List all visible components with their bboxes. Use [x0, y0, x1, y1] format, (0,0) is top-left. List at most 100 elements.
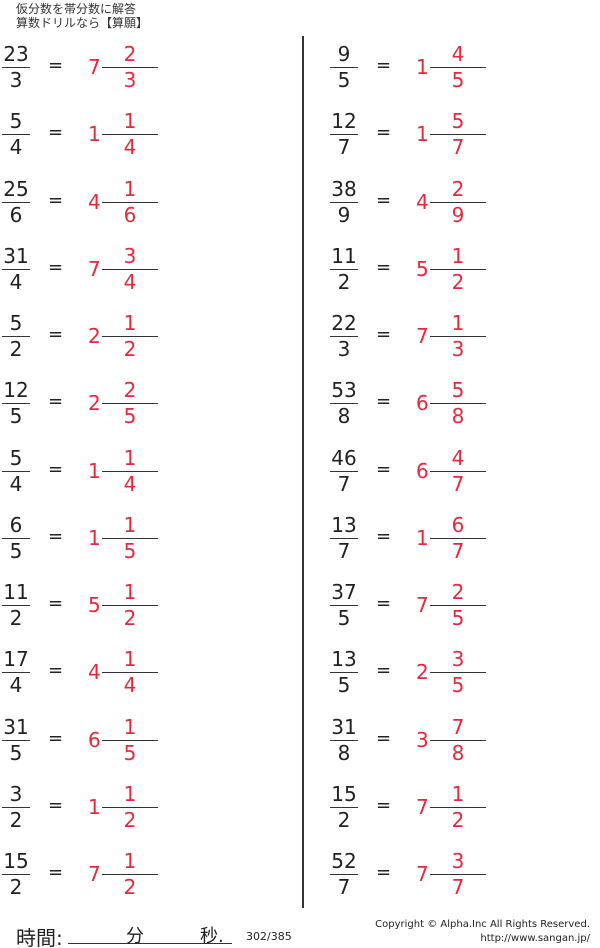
problem-row: 38 9 = 4 2 9: [330, 178, 530, 262]
answer-numerator: 1: [123, 715, 137, 739]
answer-whole: 1: [416, 55, 429, 79]
fraction-bar: [430, 672, 486, 673]
answer-numerator: 1: [451, 782, 465, 806]
equals-sign: =: [376, 660, 392, 681]
problem-row: 13 5 = 2 3 5: [330, 648, 530, 732]
answer-denominator: 5: [123, 539, 137, 563]
answer-whole: 1: [88, 795, 101, 819]
fraction-bar: [2, 672, 30, 673]
problem-row: 5 4 = 1 1 4: [2, 447, 202, 531]
equals-sign: =: [376, 257, 392, 278]
numerator: 23: [3, 42, 29, 66]
problem-row: 23 3 = 7 2 3: [2, 43, 202, 127]
answer-denominator: 3: [451, 337, 465, 361]
answer-whole: 2: [88, 324, 101, 348]
answer-whole: 6: [88, 728, 101, 752]
denominator: 7: [337, 539, 351, 563]
answer-whole: 7: [416, 324, 429, 348]
site-url: http://www.sangan.jp/: [480, 933, 590, 944]
numerator: 5: [9, 311, 23, 335]
answer-denominator: 7: [451, 539, 465, 563]
answer-whole: 1: [416, 122, 429, 146]
answer-numerator: 1: [123, 446, 137, 470]
numerator: 15: [3, 849, 29, 873]
fraction-bar: [330, 67, 358, 68]
answer-denominator: 5: [451, 68, 465, 92]
fraction-bar: [330, 605, 358, 606]
answer-numerator: 6: [451, 513, 465, 537]
numerator: 11: [331, 244, 357, 268]
numerator: 31: [331, 715, 357, 739]
problem-row: 15 2 = 7 1 2: [330, 783, 530, 867]
answer-numerator: 3: [123, 244, 137, 268]
answer-denominator: 4: [123, 135, 137, 159]
denominator: 2: [337, 270, 351, 294]
time-underline: [68, 943, 232, 944]
answer-denominator: 7: [451, 135, 465, 159]
fraction-bar: [330, 403, 358, 404]
equals-sign: =: [376, 190, 392, 211]
numerator: 13: [331, 513, 357, 537]
numerator: 17: [3, 647, 29, 671]
denominator: 5: [337, 673, 351, 697]
fraction-bar: [330, 134, 358, 135]
problem-row: 17 4 = 4 1 4: [2, 648, 202, 732]
problem-row: 31 8 = 3 7 8: [330, 716, 530, 800]
equals-sign: =: [48, 391, 64, 412]
numerator: 38: [331, 177, 357, 201]
minutes-label: 分: [126, 926, 144, 947]
problem-row: 52 7 = 7 3 7: [330, 850, 530, 934]
fraction-bar: [2, 605, 30, 606]
answer-denominator: 2: [451, 270, 465, 294]
equals-sign: =: [376, 593, 392, 614]
numerator: 37: [331, 580, 357, 604]
fraction-bar: [330, 269, 358, 270]
answer-whole: 3: [416, 728, 429, 752]
denominator: 5: [9, 741, 23, 765]
problem-row: 6 5 = 1 1 5: [2, 514, 202, 598]
answer-numerator: 1: [123, 177, 137, 201]
denominator: 8: [337, 741, 351, 765]
fraction-bar: [2, 740, 30, 741]
answer-denominator: 2: [451, 808, 465, 832]
fraction-bar: [2, 269, 30, 270]
answer-denominator: 2: [123, 606, 137, 630]
numerator: 53: [331, 378, 357, 402]
equals-sign: =: [376, 862, 392, 883]
equals-sign: =: [48, 728, 64, 749]
fraction-bar: [2, 202, 30, 203]
answer-denominator: 2: [123, 808, 137, 832]
copyright: Copyright © Alpha.Inc All Rights Reserve…: [375, 918, 590, 946]
fraction-bar: [102, 202, 158, 203]
fraction-bar: [330, 538, 358, 539]
problem-row: 3 2 = 1 1 2: [2, 783, 202, 867]
fraction-bar: [102, 471, 158, 472]
fraction-bar: [330, 672, 358, 673]
answer-whole: 7: [416, 862, 429, 886]
answer-denominator: 9: [451, 203, 465, 227]
answer-numerator: 1: [123, 849, 137, 873]
denominator: 7: [337, 135, 351, 159]
problem-row: 46 7 = 6 4 7: [330, 447, 530, 531]
problem-row: 13 7 = 1 6 7: [330, 514, 530, 598]
equals-sign: =: [48, 55, 64, 76]
equals-sign: =: [48, 122, 64, 143]
answer-numerator: 1: [123, 311, 137, 335]
copyright-text: Copyright © Alpha.Inc All Rights Reserve…: [375, 919, 590, 930]
answer-numerator: 2: [451, 580, 465, 604]
fraction-bar: [2, 807, 30, 808]
fraction-bar: [330, 874, 358, 875]
fraction-bar: [102, 807, 158, 808]
answer-whole: 7: [88, 55, 101, 79]
fraction-bar: [102, 67, 158, 68]
answer-numerator: 1: [123, 647, 137, 671]
fraction-bar: [102, 538, 158, 539]
numerator: 5: [9, 109, 23, 133]
denominator: 2: [337, 808, 351, 832]
equals-sign: =: [376, 122, 392, 143]
answer-numerator: 2: [123, 42, 137, 66]
answer-numerator: 2: [451, 177, 465, 201]
denominator: 4: [9, 673, 23, 697]
equals-sign: =: [48, 190, 64, 211]
denominator: 3: [337, 337, 351, 361]
